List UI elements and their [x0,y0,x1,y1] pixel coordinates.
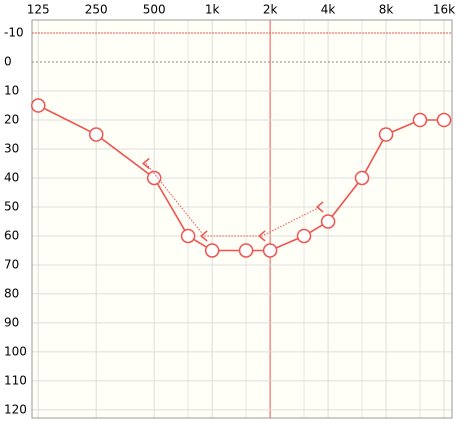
air-conduction-marker [180,228,196,244]
x-tick-label: 16k [433,3,455,17]
air-conduction-marker [30,98,46,113]
air-conduction-marker [378,127,394,142]
x-tick-label: 250 [85,3,108,17]
y-tick-label: 90 [4,315,19,329]
air-conduction-marker [238,243,254,258]
x-tick-label: 8k [379,3,394,17]
air-conduction-marker [296,228,312,244]
air-conduction-marker [320,214,336,229]
y-tick-label: 70 [4,257,19,271]
y-tick-label: 120 [4,402,27,416]
x-tick-label: 500 [143,3,166,17]
series-line [145,163,321,237]
air-conduction-marker [146,170,162,186]
air-conduction-marker [436,112,452,128]
y-tick-label: -10 [4,26,24,40]
y-tick-label: 10 [4,84,19,98]
air-conduction-marker [262,243,278,258]
y-tick-label: 50 [4,199,19,213]
y-tick-label: 60 [4,228,19,242]
air-conduction-marker [354,170,370,186]
plot-frame [31,19,453,419]
x-tick-label: 125 [27,3,50,17]
x-tick-label: 4k [321,3,336,17]
air-conduction-marker [412,112,428,128]
air-conduction-marker [88,127,104,142]
y-tick-label: 100 [4,344,27,358]
y-tick-label: 0 [4,55,12,69]
bone-conduction-marker [142,157,150,170]
bone-conduction-marker [257,230,266,242]
air-conduction-marker [204,243,220,258]
y-tick-label: 20 [4,113,19,127]
y-tick-label: 110 [4,373,27,387]
x-tick-label: 1k [205,3,220,17]
y-tick-label: 40 [4,170,19,184]
bone-conduction-marker [315,201,324,213]
x-tick-label: 2k [263,3,278,17]
bone-conduction-marker [199,230,208,242]
plot-area [32,20,452,418]
y-tick-label: 30 [4,141,19,155]
y-tick-label: 80 [4,286,19,300]
